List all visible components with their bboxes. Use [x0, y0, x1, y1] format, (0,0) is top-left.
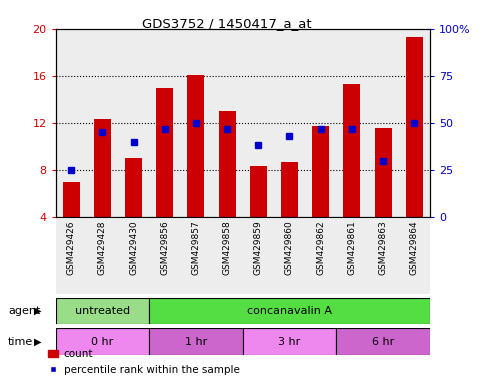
Text: GSM429426: GSM429426 [67, 220, 76, 275]
Text: agent: agent [8, 306, 41, 316]
Bar [87, 29, 118, 217]
Bar [94, 119, 111, 217]
Bar [156, 88, 173, 217]
Bar [281, 162, 298, 217]
Text: 0 hr: 0 hr [91, 337, 114, 347]
Text: GSM429861: GSM429861 [347, 220, 356, 275]
Text: GSM429428: GSM429428 [98, 220, 107, 275]
Bar [274, 219, 305, 294]
Bar [312, 126, 329, 217]
Bar [398, 29, 430, 217]
Text: untreated: untreated [75, 306, 130, 316]
Text: GSM429856: GSM429856 [160, 220, 169, 275]
Text: GDS3752 / 1450417_a_at: GDS3752 / 1450417_a_at [142, 17, 312, 30]
Bar [149, 219, 180, 294]
Bar [56, 219, 87, 294]
Bar [180, 29, 212, 217]
Text: 6 hr: 6 hr [372, 337, 394, 347]
Bar [336, 219, 368, 294]
Text: GSM429857: GSM429857 [191, 220, 200, 275]
Bar [212, 219, 242, 294]
Bar [374, 127, 392, 217]
Bar [336, 328, 430, 355]
Bar [149, 29, 180, 217]
Bar [212, 29, 242, 217]
Bar [187, 74, 204, 217]
Bar [305, 29, 336, 217]
Bar [149, 328, 242, 355]
Text: 1 hr: 1 hr [185, 337, 207, 347]
Bar [336, 29, 368, 217]
Bar [305, 219, 336, 294]
Text: GSM429859: GSM429859 [254, 220, 263, 275]
Text: time: time [8, 337, 33, 347]
Bar [274, 29, 305, 217]
Text: GSM429864: GSM429864 [410, 220, 419, 275]
Text: GSM429860: GSM429860 [285, 220, 294, 275]
Bar [406, 37, 423, 217]
Bar [87, 219, 118, 294]
Bar [242, 328, 336, 355]
Bar [125, 158, 142, 217]
Text: GSM429858: GSM429858 [223, 220, 232, 275]
Text: GSM429862: GSM429862 [316, 220, 325, 275]
Text: ▶: ▶ [34, 337, 42, 347]
Bar [180, 219, 212, 294]
Bar [368, 219, 398, 294]
Bar [368, 29, 398, 217]
Bar [250, 166, 267, 217]
Bar [343, 84, 360, 217]
Text: GSM429430: GSM429430 [129, 220, 138, 275]
Legend: count, percentile rank within the sample: count, percentile rank within the sample [44, 345, 244, 379]
Text: 3 hr: 3 hr [278, 337, 300, 347]
Bar [118, 219, 149, 294]
Bar [218, 111, 236, 217]
Bar [398, 219, 430, 294]
Text: concanavalin A: concanavalin A [247, 306, 332, 316]
Bar [149, 298, 430, 324]
Bar [242, 29, 274, 217]
Bar [242, 219, 274, 294]
Bar [56, 29, 87, 217]
Bar [63, 182, 80, 217]
Bar [118, 29, 149, 217]
Text: ▶: ▶ [34, 306, 42, 316]
Bar [56, 328, 149, 355]
Bar [56, 298, 149, 324]
Text: GSM429863: GSM429863 [379, 220, 387, 275]
